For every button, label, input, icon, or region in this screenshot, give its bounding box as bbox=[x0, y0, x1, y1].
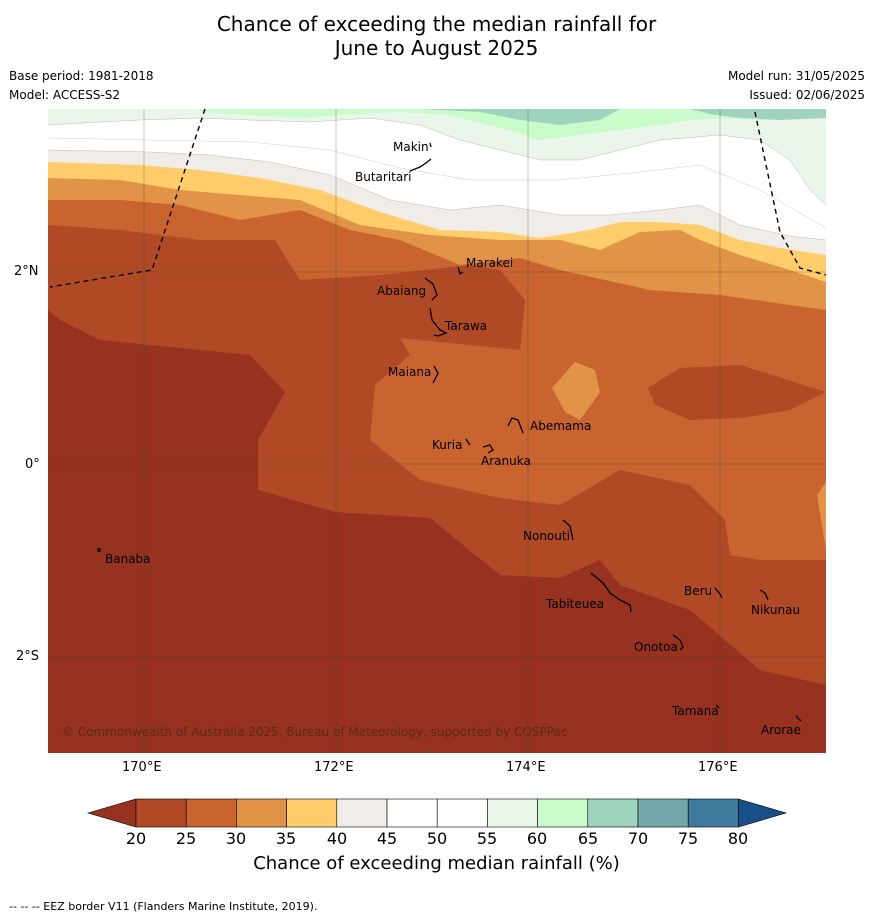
cb-tick-25: 25 bbox=[175, 829, 197, 848]
eez-border bbox=[49, 108, 827, 288]
colorbar-30-35 bbox=[236, 798, 287, 828]
colorbar-25-30 bbox=[185, 798, 237, 828]
colorbar-20-25 bbox=[135, 798, 187, 828]
label-marakei: Marakei bbox=[466, 256, 513, 270]
lon-tick-176e: 176°E bbox=[698, 760, 738, 775]
cb-tick-65: 65 bbox=[577, 829, 599, 848]
colorbar-below-20 bbox=[86, 798, 137, 828]
label-abaiang: Abaiang bbox=[377, 284, 426, 298]
label-abemama: Abemama bbox=[530, 419, 591, 433]
copyright-notice: © Commonwealth of Australia 2025, Bureau… bbox=[62, 725, 567, 739]
base-period: Base period: 1981-2018 bbox=[9, 69, 154, 83]
colorbar bbox=[86, 798, 788, 828]
colorbar-55-60 bbox=[487, 798, 538, 828]
colorbar-label: Chance of exceeding median rainfall (%) bbox=[253, 853, 620, 874]
contour-fill bbox=[48, 109, 826, 753]
band-65-70 bbox=[420, 109, 620, 125]
meta-right: Model run: 31/05/2025 Issued: 02/06/2025 bbox=[728, 69, 865, 103]
cb-tick-35: 35 bbox=[275, 829, 297, 848]
label-arorae: Arorae bbox=[761, 723, 801, 737]
colorbar-60-65 bbox=[537, 798, 589, 828]
label-tamana: Tamana bbox=[671, 704, 719, 718]
label-onotoa: Onotoa bbox=[634, 640, 678, 654]
cb-tick-30: 30 bbox=[225, 829, 247, 848]
colorbar-45-50 bbox=[386, 798, 438, 828]
cb-tick-55: 55 bbox=[476, 829, 498, 848]
colorbar-65-70 bbox=[587, 798, 639, 828]
lat-tick-2n: 2°N bbox=[14, 264, 39, 279]
colorbar-35-40 bbox=[286, 798, 338, 828]
colorbar-70-75 bbox=[637, 798, 689, 828]
title-line-2: June to August 2025 bbox=[334, 36, 539, 60]
lat-tick-2s: 2°S bbox=[16, 649, 40, 664]
title-line-1: Chance of exceeding the median rainfall … bbox=[216, 12, 657, 36]
label-maiana: Maiana bbox=[388, 365, 431, 379]
label-kuria: Kuria bbox=[432, 438, 463, 452]
cb-tick-80: 80 bbox=[727, 829, 749, 848]
band-20-25-east bbox=[648, 365, 826, 420]
label-banaba: Banaba bbox=[105, 552, 151, 566]
label-nonouti: Nonouti bbox=[523, 529, 570, 543]
model-name: Model: ACCESS-S2 bbox=[9, 88, 121, 102]
cb-tick-40: 40 bbox=[326, 829, 348, 848]
lat-tick-0: 0° bbox=[25, 457, 40, 472]
label-tabiteuea: Tabiteuea bbox=[545, 597, 604, 611]
label-tarawa: Tarawa bbox=[444, 319, 487, 333]
cb-tick-45: 45 bbox=[376, 829, 398, 848]
colorbar-40-45 bbox=[336, 798, 388, 828]
band-55-60 bbox=[48, 109, 826, 205]
colorbar-above-80 bbox=[738, 798, 788, 828]
band-30-35-right bbox=[817, 482, 826, 550]
label-makin: Makin bbox=[393, 140, 429, 154]
colorbar-75-80 bbox=[687, 798, 739, 828]
label-aranuka: Aranuka bbox=[481, 454, 531, 468]
band-60-65 bbox=[200, 109, 826, 140]
colorbar-50-55 bbox=[436, 798, 488, 828]
label-butaritari: Butaritari bbox=[355, 170, 412, 184]
graticule bbox=[48, 109, 826, 753]
cb-tick-50: 50 bbox=[426, 829, 448, 848]
meta-left: Base period: 1981-2018 Model: ACCESS-S2 bbox=[9, 69, 154, 103]
band-30-35-patch bbox=[552, 362, 600, 420]
eez-legend-footer: -- -- -- EEZ border V11 (Flanders Marine… bbox=[9, 900, 318, 913]
cb-tick-20: 20 bbox=[125, 829, 147, 848]
cb-tick-60: 60 bbox=[526, 829, 548, 848]
issued-date: Issued: 02/06/2025 bbox=[749, 88, 865, 102]
lon-tick-170e: 170°E bbox=[122, 760, 162, 775]
island-outlines bbox=[97, 142, 802, 722]
lon-tick-172e: 172°E bbox=[314, 760, 354, 775]
label-nikunau: Nikunau bbox=[751, 603, 800, 617]
model-run: Model run: 31/05/2025 bbox=[727, 69, 865, 83]
map-title: Chance of exceeding the median rainfall … bbox=[0, 12, 873, 60]
band-65-70-east bbox=[690, 109, 826, 120]
cb-tick-70: 70 bbox=[627, 829, 649, 848]
cb-tick-75: 75 bbox=[677, 829, 699, 848]
lon-tick-174e: 174°E bbox=[506, 760, 546, 775]
label-beru: Beru bbox=[684, 584, 712, 598]
